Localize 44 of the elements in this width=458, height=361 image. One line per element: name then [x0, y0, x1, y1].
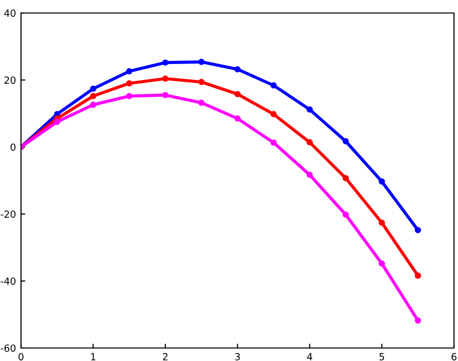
point	[126, 68, 132, 74]
point	[378, 260, 385, 267]
point	[198, 58, 205, 66]
y-tick-label: 0	[10, 143, 16, 151]
point	[342, 175, 349, 182]
point	[162, 59, 168, 66]
point	[90, 102, 96, 108]
point	[198, 100, 205, 106]
point	[90, 92, 96, 100]
y-tick-label: -40	[0, 277, 16, 285]
point	[270, 111, 277, 118]
point	[306, 106, 313, 113]
point	[306, 139, 313, 146]
point	[378, 178, 385, 185]
point	[234, 90, 241, 98]
x-tick-label: 6	[452, 353, 456, 360]
y-tick-label: -20	[0, 210, 16, 218]
point	[342, 138, 349, 144]
point	[414, 272, 422, 279]
x-tick-label: 0	[18, 353, 24, 360]
point	[54, 118, 60, 125]
point	[378, 220, 385, 226]
point	[414, 317, 422, 324]
x-tick-label: 4	[307, 353, 312, 360]
point	[234, 66, 241, 72]
x-tick-label: 5	[379, 353, 384, 360]
point	[414, 226, 422, 234]
point	[306, 172, 313, 178]
point	[126, 92, 132, 100]
y-tick-label: 40	[4, 9, 16, 17]
x-tick-label: 1	[91, 353, 96, 360]
y-tick-label: 20	[4, 76, 16, 84]
point	[162, 76, 168, 82]
x-tick-label: 2	[162, 353, 168, 360]
point	[198, 78, 205, 86]
point	[90, 86, 96, 92]
x-tick-label: 3	[235, 353, 240, 360]
point	[270, 82, 277, 88]
y-tick-label: -60	[0, 344, 16, 352]
point	[342, 212, 349, 218]
point	[234, 115, 241, 122]
point	[162, 92, 168, 98]
point	[270, 140, 277, 146]
point	[126, 80, 132, 86]
